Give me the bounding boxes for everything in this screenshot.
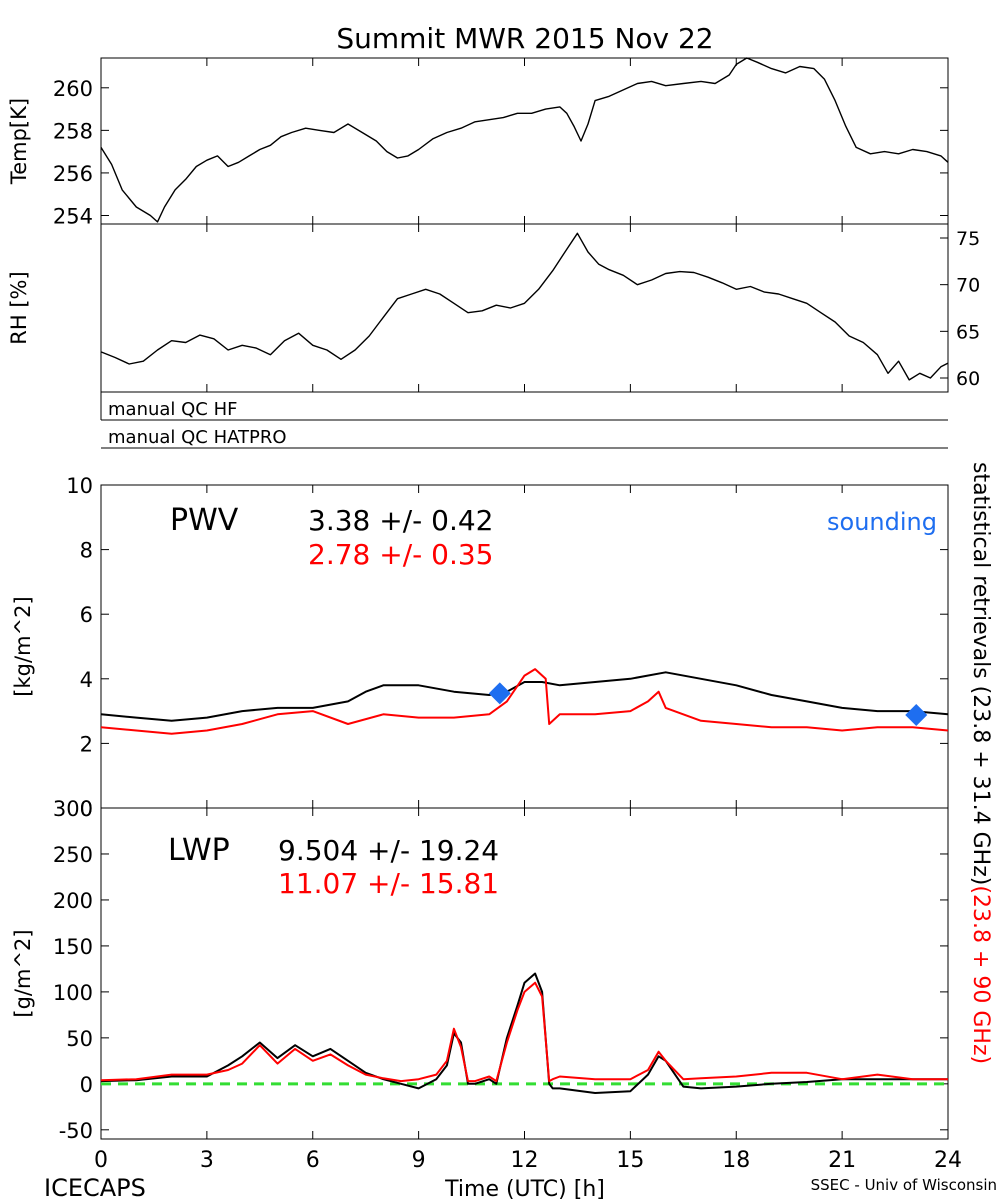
lwp-y-axis-title: [g/m^2] xyxy=(11,929,35,1017)
x-tick-label-0: 0 xyxy=(94,1148,108,1173)
lwp-ytick-label-3: 100 xyxy=(53,981,93,1005)
rh-ytick-label-3: 75 xyxy=(956,228,980,250)
rh-ytick-label-0: 60 xyxy=(956,368,980,390)
pwv-red-stat: 2.78 +/- 0.35 xyxy=(308,538,494,571)
lwp-ytick-label-1: 0 xyxy=(80,1073,93,1097)
pwv-ytick-label-3: 6 xyxy=(80,603,93,627)
temp-ytick-label-3: 260 xyxy=(53,77,93,101)
pwv-ytick-label-0: 0 xyxy=(80,797,93,821)
relative-humidity-panel: 60 65 70 75 RH [%] xyxy=(7,223,980,393)
rh-plot-frame xyxy=(100,223,949,393)
temp-ytick-label-2: 258 xyxy=(53,119,93,143)
x-tick-label-7: 21 xyxy=(828,1148,856,1173)
rh-series-black-line xyxy=(100,232,949,381)
footer-left: ICECAPS xyxy=(44,1174,146,1200)
x-tick-label-3: 9 xyxy=(412,1148,426,1173)
lwp-ytick-label-0: -50 xyxy=(59,1119,93,1143)
sounding-label: sounding xyxy=(827,508,937,536)
temperature-panel: 254 256 258 260 Temp[K] xyxy=(7,57,949,228)
temp-y-axis-title: Temp[K] xyxy=(7,98,31,185)
lwp-ytick-label-4: 150 xyxy=(53,935,93,959)
footer-right: SSEC - Univ of Wisconsin xyxy=(811,1176,997,1194)
pwv-series-red-line xyxy=(100,668,949,735)
lwp-ytick-label-2: 50 xyxy=(66,1027,93,1051)
qc-row-label-1: manual QC HATPRO xyxy=(108,427,287,448)
lwp-black-stat: 9.504 +/- 19.24 xyxy=(278,834,499,867)
manual-qc-panel: manual QC HF manual QC HATPRO xyxy=(100,392,948,449)
chart-title: Summit MWR 2015 Nov 22 xyxy=(336,22,713,55)
temp-series-black-line xyxy=(100,57,949,223)
lwp-red-stat: 11.07 +/- 15.81 xyxy=(278,867,499,900)
x-tick-label-5: 15 xyxy=(616,1148,644,1173)
lwp-series-red-line xyxy=(100,981,948,1083)
pwv-ytick-label-5: 10 xyxy=(66,474,93,498)
x-tick-label-1: 3 xyxy=(200,1148,214,1173)
x-tick-label-6: 18 xyxy=(722,1148,750,1173)
lwp-ytick-label-6: 250 xyxy=(53,843,93,867)
lwp-series-black-line xyxy=(100,972,948,1094)
temp-ytick-label-0: 254 xyxy=(53,204,93,228)
temp-ytick-label-1: 256 xyxy=(53,162,93,186)
lwp-name-label: LWP xyxy=(168,833,230,868)
pwv-series-black-line xyxy=(100,671,949,722)
x-tick-label-8: 24 xyxy=(934,1148,962,1173)
rh-y-axis-title: RH [%] xyxy=(7,271,31,344)
pwv-ytick-label-1: 2 xyxy=(80,732,93,756)
lwp-ytick-label-5: 200 xyxy=(53,889,93,913)
pwv-black-stat: 3.38 +/- 0.42 xyxy=(308,504,494,537)
qc-row-label-0: manual QC HF xyxy=(108,399,237,420)
rh-ytick-label-2: 70 xyxy=(956,275,980,297)
x-tick-label-4: 12 xyxy=(511,1148,539,1173)
lwp-ytick-label-7: 300 xyxy=(53,797,93,821)
pwv-name-label: PWV xyxy=(170,503,239,538)
x-axis-title: Time (UTC) [h] xyxy=(444,1177,605,1200)
pwv-y-axis-title: [kg/m^2] xyxy=(11,596,35,696)
pwv-sounding-marker-0 xyxy=(488,682,511,705)
pwv-ytick-label-4: 8 xyxy=(80,539,93,563)
x-tick-label-2: 6 xyxy=(306,1148,320,1173)
right-side-label: statistical retrievals (23.8 + 31.4 GHz)… xyxy=(968,462,993,1064)
pwv-panel: 0 2 4 6 8 10 [kg/m^2] PWV 3.38 +/- 0.422.78 +/- … xyxy=(11,474,949,821)
rh-ytick-label-1: 65 xyxy=(956,321,980,343)
pwv-ytick-label-2: 4 xyxy=(80,668,93,692)
temp-plot-frame xyxy=(100,57,949,225)
right-label-black: statistical retrievals (23.8 + 31.4 GHz) xyxy=(968,462,993,885)
right-label-red: (23.8 + 90 GHz) xyxy=(968,885,993,1064)
pwv-sounding-marker-1 xyxy=(905,703,928,726)
